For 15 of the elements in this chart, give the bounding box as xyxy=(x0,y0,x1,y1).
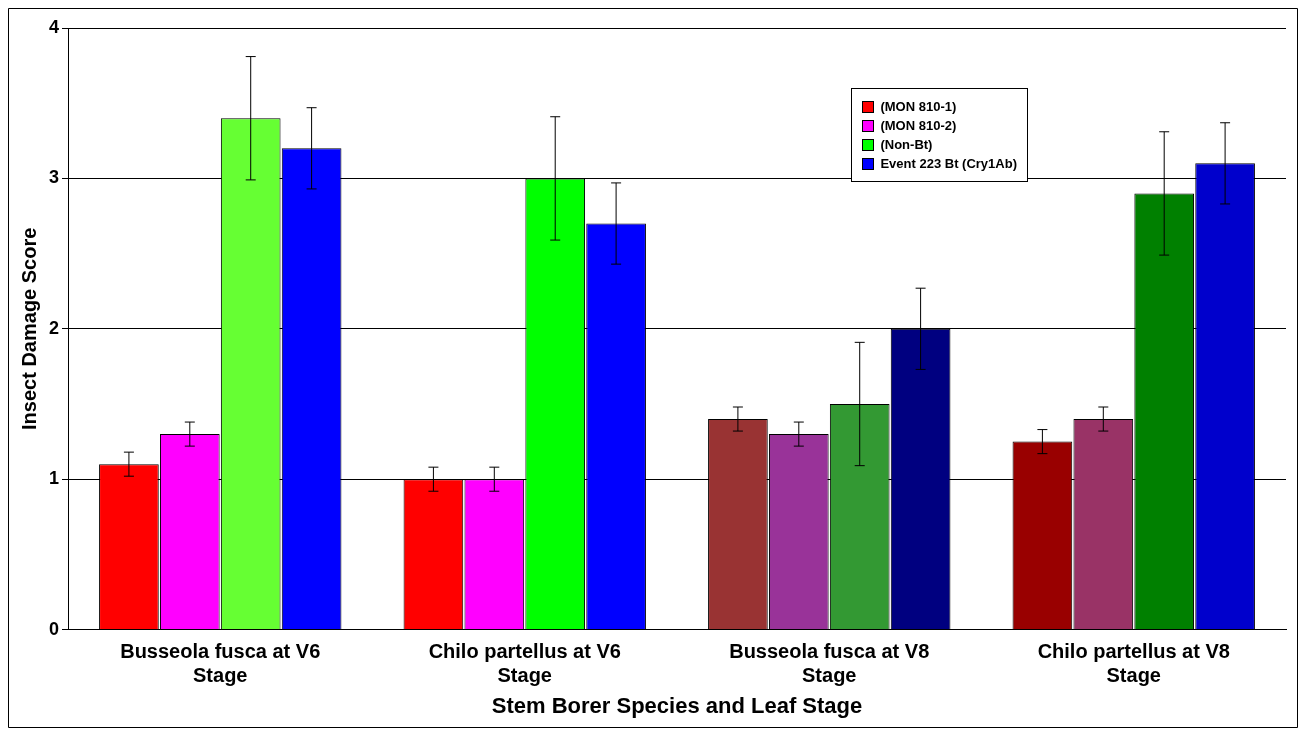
x-tick-label: Chilo partellus at V6 Stage xyxy=(428,640,621,687)
legend-label: (Non-Bt) xyxy=(880,137,933,152)
y-tick-label: 4 xyxy=(49,16,60,37)
y-tick-label: 0 xyxy=(49,618,60,639)
x-tick-label: Busseola fusca at V8 Stage xyxy=(729,640,930,687)
y-tick-label: 1 xyxy=(49,468,60,489)
legend-label: (MON 810-2) xyxy=(880,118,957,133)
x-axis-title: Stem Borer Species and Leaf Stage xyxy=(491,692,863,718)
y-tick-label: 3 xyxy=(49,167,60,188)
x-tick-label: Busseola fusca at V6 Stage xyxy=(120,640,321,687)
y-axis-title: Insect Damage Score xyxy=(17,227,40,430)
y-tick-label: 2 xyxy=(49,317,60,338)
legend-label: (MON 810-1) xyxy=(880,99,957,114)
legend-label: Event 223 Bt (Cry1Ab) xyxy=(880,156,1017,171)
x-tick-label: Chilo partellus at V8 Stage xyxy=(1037,640,1230,687)
